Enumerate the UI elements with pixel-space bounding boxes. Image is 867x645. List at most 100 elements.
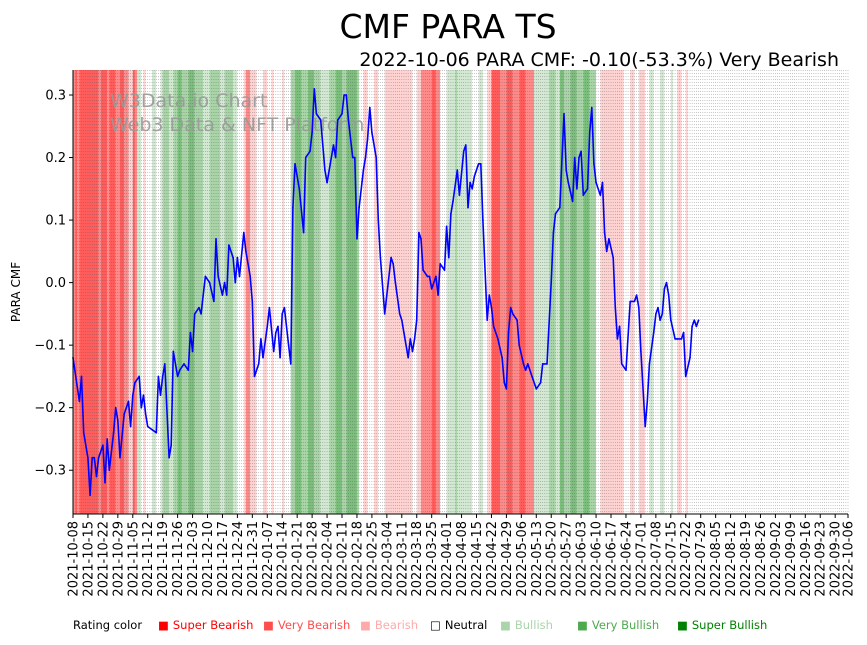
data-point <box>168 456 170 459</box>
data-point <box>552 231 555 234</box>
data-point <box>351 156 354 159</box>
x-tick-label: 2022-08-19 <box>739 521 754 597</box>
data-point <box>398 313 401 315</box>
data-point <box>554 213 557 215</box>
data-point <box>665 281 668 284</box>
data-point <box>452 200 454 203</box>
rating-band <box>687 70 699 514</box>
data-point <box>123 413 126 415</box>
data-point <box>371 131 373 134</box>
data-point <box>661 313 664 315</box>
rating-band <box>307 70 315 514</box>
legend-item: ■ Super Bullish <box>677 618 767 632</box>
data-point <box>91 456 94 459</box>
legend-label: Super Bullish <box>692 618 767 632</box>
data-point <box>633 300 636 303</box>
data-point <box>439 263 442 265</box>
x-tick-label: 2021-12-24 <box>231 521 246 597</box>
data-point <box>469 181 471 184</box>
data-point <box>334 156 337 159</box>
data-point <box>311 131 313 134</box>
data-point <box>172 350 175 353</box>
data-point <box>386 294 388 296</box>
data-point <box>253 375 256 378</box>
data-point <box>119 456 121 459</box>
data-point <box>170 444 173 447</box>
y-ticks: −0.3 −0.2 −0.1 0.0 0.1 0.2 0.3 <box>34 89 73 479</box>
rating-band <box>79 70 99 514</box>
data-point <box>415 319 418 321</box>
rating-band <box>542 70 550 514</box>
x-tick-label: 2022-05-13 <box>530 521 545 597</box>
rating-band <box>623 70 631 514</box>
x-tick-label: 2022-07-29 <box>694 521 709 597</box>
legend-marker: ■ <box>500 618 511 632</box>
data-point <box>309 150 311 153</box>
data-point <box>95 475 98 478</box>
data-point <box>161 375 164 378</box>
x-tick-label: 2022-07-01 <box>634 521 649 597</box>
x-tick-label: 2022-06-17 <box>605 521 620 597</box>
rating-band <box>141 70 144 514</box>
rating-band <box>472 70 479 514</box>
rating-band <box>237 70 244 514</box>
x-tick-label: 2021-10-08 <box>67 521 82 597</box>
data-point <box>616 338 619 340</box>
x-tick-label: 2022-04-22 <box>485 521 500 597</box>
y-tick-label: 0.1 <box>45 214 66 229</box>
rating-band <box>145 70 152 514</box>
data-point <box>657 306 659 309</box>
rating-band <box>384 70 413 514</box>
rating-band <box>519 70 526 514</box>
rating-band <box>600 70 624 514</box>
data-point <box>601 181 604 184</box>
x-tick-label: 2022-07-08 <box>649 521 664 597</box>
data-point <box>695 325 698 328</box>
data-point <box>512 313 514 315</box>
data-point <box>693 319 696 321</box>
data-point <box>260 338 262 340</box>
x-tick-label: 2022-03-04 <box>380 521 395 597</box>
data-point <box>272 350 275 353</box>
data-point <box>473 175 476 178</box>
data-point <box>328 169 330 171</box>
rating-band <box>346 70 357 514</box>
data-point <box>394 281 397 284</box>
data-point <box>142 394 145 396</box>
data-point <box>497 338 499 340</box>
x-tick-label: 2022-04-08 <box>455 521 470 597</box>
data-point <box>245 250 247 253</box>
data-point <box>257 363 260 365</box>
data-point <box>565 169 567 171</box>
data-point <box>281 313 284 315</box>
legend-marker: ■ <box>577 618 588 632</box>
data-point <box>531 375 533 378</box>
x-tick-label: 2021-11-19 <box>156 521 171 597</box>
watermark-line-2: Web3 Data & NFT Platform <box>110 114 364 136</box>
rating-band <box>143 70 146 514</box>
data-point <box>368 106 371 109</box>
legend-item: ■ Bearish <box>360 618 418 632</box>
data-point <box>364 156 367 159</box>
x-tick-label: 2021-10-15 <box>81 521 96 597</box>
data-point <box>501 356 503 359</box>
data-point <box>629 300 632 303</box>
data-point <box>625 369 627 371</box>
rating-band <box>670 70 673 514</box>
data-point <box>266 325 269 328</box>
data-point <box>213 300 215 303</box>
data-point <box>225 294 228 296</box>
data-point <box>343 94 345 96</box>
data-point <box>140 406 143 409</box>
data-point <box>208 281 211 284</box>
data-point <box>550 281 553 284</box>
data-point <box>635 294 638 296</box>
data-point <box>516 319 518 321</box>
data-point <box>403 331 405 334</box>
data-point <box>234 281 237 284</box>
rating-band <box>295 70 302 514</box>
y-tick-label: −0.2 <box>34 401 66 416</box>
y-axis-label: PARA CMF <box>9 262 23 322</box>
rating-band <box>329 70 336 514</box>
